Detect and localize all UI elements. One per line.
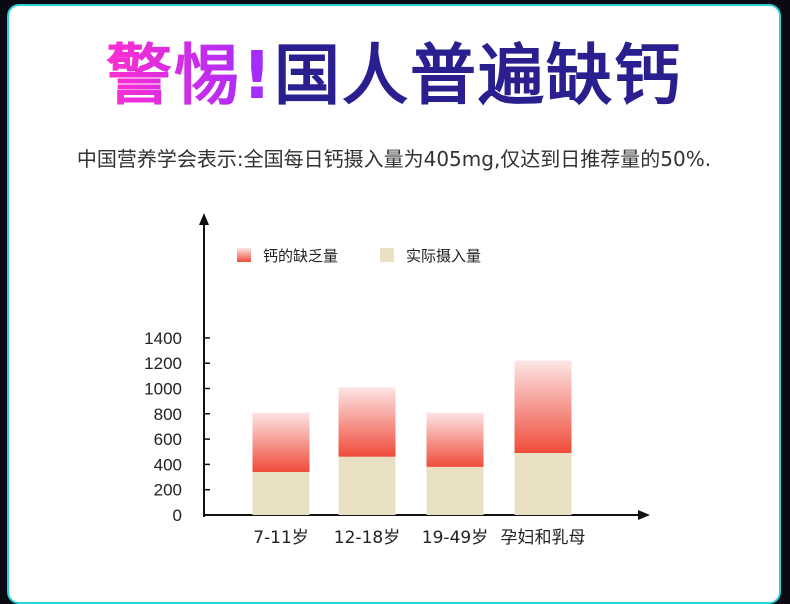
bar-deficit [514,360,572,454]
headline-warning: 警惕! [105,37,275,114]
bar-intake [514,453,572,515]
legend-swatch [380,248,394,262]
x-tick-label: 7-11岁 [253,528,309,548]
bar-deficit [426,412,484,467]
y-tick-label: 800 [154,405,182,424]
x-tick-label: 孕妇和乳母 [501,528,586,548]
y-tick-label: 600 [154,430,182,449]
y-tick-label: 1200 [144,354,182,373]
y-tick-label: 1400 [144,329,182,348]
bar-intake [426,466,484,515]
bar-intake [338,456,396,515]
bar-deficit [252,412,310,472]
headline: 警惕!国人普遍缺钙 [9,36,779,116]
x-tick-label: 19-49岁 [422,528,488,548]
y-tick-label: 200 [154,481,182,500]
y-tick-label: 400 [154,455,182,474]
y-tick-label: 1000 [144,380,182,399]
legend-swatch [237,248,251,262]
headline-main: 国人普遍缺钙 [274,37,683,114]
subtitle: 中国营养学会表示:全国每日钙摄入量为405mg,仅达到日推荐量的50%. [76,147,712,171]
x-tick-label: 12-18岁 [334,528,400,548]
legend-label: 钙的缺乏量 [263,247,338,265]
legend-label: 实际摄入量 [406,247,481,265]
bar-deficit [338,387,396,457]
x-axis-arrow-icon [638,510,650,520]
bar-intake [252,471,310,515]
y-axis-arrow-icon [199,213,209,225]
y-tick-label: 0 [173,506,182,525]
